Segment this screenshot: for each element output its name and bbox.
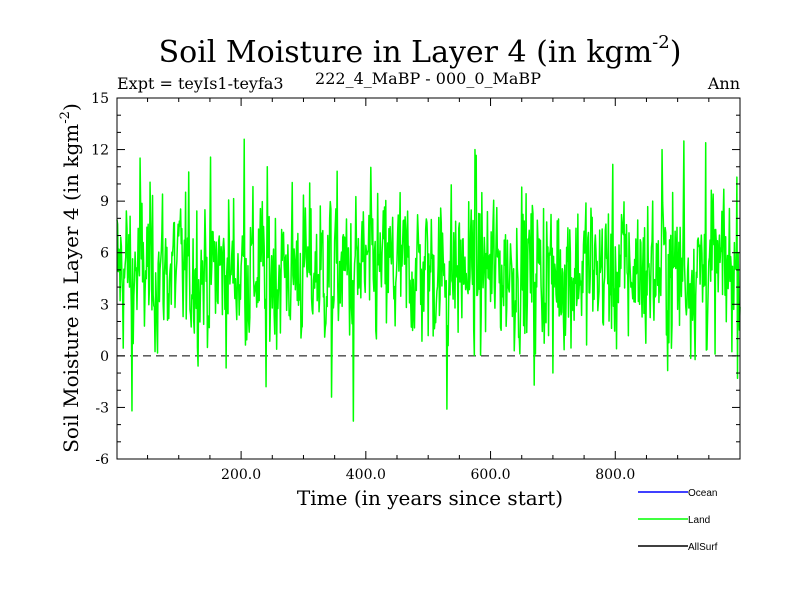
x-tick-label: 400.0 bbox=[346, 467, 386, 483]
plot-frame bbox=[116, 97, 741, 460]
tick-group: -6 -3 0 3 6 9 12 15 200.0 400.0 600.0 800.0 bbox=[91, 91, 740, 483]
legend: Ocean Land AllSurf bbox=[638, 488, 718, 553]
subtitle-season: Ann bbox=[707, 74, 740, 93]
x-tick-label: 200.0 bbox=[221, 467, 261, 483]
x-tick-label: 600.0 bbox=[471, 467, 511, 483]
series-line-land bbox=[116, 138, 741, 422]
x-tick-label: 800.0 bbox=[595, 467, 635, 483]
series-group bbox=[116, 138, 741, 422]
y-tick-label: 9 bbox=[100, 194, 109, 210]
y-tick-label: 0 bbox=[100, 349, 109, 365]
subtitle-period: 222_4_MaBP - 000_0_MaBP bbox=[315, 69, 541, 88]
x-axis-label: Time (in years since start) bbox=[297, 486, 563, 510]
legend-label-ocean: Ocean bbox=[688, 488, 717, 499]
y-tick-label: -3 bbox=[95, 400, 109, 416]
subtitle-experiment: Expt = teyIs1-teyfa3 bbox=[117, 74, 284, 93]
y-tick-label: 15 bbox=[91, 91, 109, 107]
y-axis-label: Soil Moisture in Layer 4 (in kgm-2) bbox=[58, 103, 83, 453]
chart-title: Soil Moisture in Layer 4 (in kgm-2) bbox=[159, 32, 682, 70]
legend-label-land: Land bbox=[688, 515, 710, 526]
y-tick-label: 6 bbox=[100, 246, 109, 262]
y-tick-label: 3 bbox=[100, 297, 109, 313]
legend-label-allsurf: AllSurf bbox=[688, 542, 718, 553]
y-tick-label: 12 bbox=[91, 143, 109, 159]
y-tick-label: -6 bbox=[95, 452, 109, 468]
